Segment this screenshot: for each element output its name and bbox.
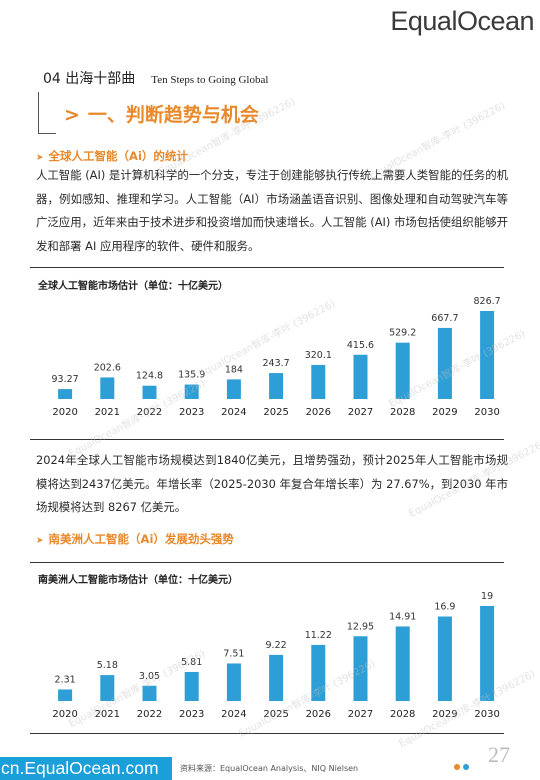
x-tick-label: 2022 [137, 407, 162, 418]
data-label: 11.22 [305, 630, 332, 641]
x-tick-label: 2024 [221, 407, 246, 418]
title-rule [38, 92, 56, 134]
chart-bar [100, 377, 115, 399]
chart-bar [437, 616, 452, 701]
data-label: 16.9 [434, 602, 455, 613]
data-label: 184 [225, 364, 243, 375]
chart-bar [184, 384, 199, 399]
data-label: 826.7 [473, 296, 500, 307]
chart-bar [269, 654, 284, 701]
global-ai-market-chart: 93.27 2020 202.6 2021 124.8 2022 135.9 2023 184 2… [51, 296, 500, 418]
x-tick-label: 2020 [52, 407, 77, 418]
page-heading: > 一、判断趋势与机会 [64, 100, 259, 127]
chart-top-rule [30, 562, 504, 563]
section-label: 04 出海十部曲 [43, 71, 136, 87]
chart-top-rule [30, 267, 504, 268]
x-tick-label: 2024 [221, 709, 246, 720]
chart-bar [353, 636, 368, 701]
x-tick-label: 2021 [95, 709, 120, 720]
subheading-global-text: 全球人工智能（Ai）的统计 [48, 149, 188, 163]
subheading-south-america-text: 南美洲人工智能（Ai）发展劲头强势 [48, 532, 234, 546]
chart-bar [269, 373, 284, 399]
chart-bar [311, 644, 326, 701]
x-tick-label: 2025 [263, 709, 288, 720]
data-label: 202.6 [94, 362, 121, 373]
data-label: 7.51 [223, 648, 244, 659]
x-tick-label: 2023 [179, 407, 204, 418]
data-label: 93.27 [51, 374, 78, 385]
data-label: 14.91 [389, 611, 416, 622]
x-tick-label: 2030 [474, 407, 499, 418]
chevron-right-icon: ➤ [36, 153, 44, 163]
intro-paragraph: 人工智能 (AI) 是计算机科学的一个分支，专注于创建能够执行传统上需要人类智能… [36, 168, 508, 253]
subheading-south-america: ➤ 南美洲人工智能（Ai）发展劲头强势 [36, 531, 234, 547]
market-paragraph: 2024年全球人工智能市场规模达到1840亿美元，且增势强劲，预计2025年人工… [36, 453, 508, 514]
x-tick-label: 2026 [306, 407, 331, 418]
chart-bar [58, 389, 73, 399]
chart-bar [184, 671, 199, 701]
x-tick-label: 2030 [474, 709, 499, 720]
chart-bar [58, 689, 73, 701]
data-label: 667.7 [431, 313, 458, 324]
dot-icon [463, 764, 469, 770]
chart-bottom-rule [30, 439, 504, 440]
chart-bar [142, 385, 157, 399]
chart-bar [480, 606, 495, 701]
x-tick-label: 2029 [432, 709, 457, 720]
page-heading-text: 一、判断趋势与机会 [87, 104, 259, 126]
section-header: 04 出海十部曲 Ten Steps to Going Global [43, 68, 268, 88]
dot-icon [454, 764, 460, 770]
chart-bar [395, 342, 410, 399]
x-tick-label: 2020 [52, 709, 77, 720]
data-label: 3.05 [139, 671, 160, 682]
data-label: 320.1 [305, 350, 332, 361]
page-dots [454, 755, 472, 774]
data-label: 124.8 [136, 371, 163, 382]
chart-bar [311, 364, 326, 399]
chart-bar [437, 327, 452, 399]
data-label: 12.95 [347, 621, 374, 632]
chart-title-global: 全球人工智能市场估计（单位：十亿美元） [38, 281, 228, 292]
chevron-right-icon: > [64, 104, 80, 126]
chart-bar [226, 379, 241, 399]
x-tick-label: 2026 [306, 709, 331, 720]
data-label: 2.31 [55, 674, 76, 685]
chevron-right-icon: ➤ [36, 536, 44, 546]
data-label: 529.2 [389, 328, 416, 339]
x-tick-label: 2022 [137, 709, 162, 720]
data-label: 415.6 [347, 340, 374, 351]
chart-bar [395, 626, 410, 701]
x-tick-label: 2023 [179, 709, 204, 720]
data-label: 135.9 [178, 370, 205, 381]
footer-site-link[interactable]: cn.EqualOcean.com [0, 757, 172, 780]
x-tick-label: 2027 [348, 709, 373, 720]
x-tick-label: 2029 [432, 407, 457, 418]
chart-bar [100, 675, 115, 701]
footer-source: 资料来源：EqualOcean Analysis、NIQ Nielsen [180, 764, 359, 773]
chart-bottom-rule [30, 733, 504, 734]
section-label-en: Ten Steps to Going Global [151, 74, 269, 86]
data-label: 5.81 [181, 657, 202, 668]
chart-title-south-america: 南美洲人工智能市场估计（单位：十亿美元） [38, 575, 238, 586]
x-tick-label: 2025 [263, 407, 288, 418]
x-tick-label: 2021 [95, 407, 120, 418]
x-tick-label: 2028 [390, 407, 415, 418]
data-label: 19 [481, 591, 493, 602]
x-tick-label: 2028 [390, 709, 415, 720]
data-label: 5.18 [97, 660, 118, 671]
chart-bar [142, 685, 157, 701]
chart-bar [226, 663, 241, 701]
equalocean-logo: EqualOcean [390, 6, 534, 36]
south-america-ai-market-chart: 2.31 2020 5.18 2021 3.05 2022 5.81 2023 7.51 2024… [52, 591, 499, 720]
x-tick-label: 2027 [348, 407, 373, 418]
data-label: 9.22 [266, 640, 287, 651]
data-label: 243.7 [262, 358, 289, 369]
chart-bar [480, 311, 495, 399]
page-number: 27 [488, 742, 510, 767]
chart-bar [353, 354, 368, 399]
subheading-global: ➤ 全球人工智能（Ai）的统计 [36, 148, 188, 164]
